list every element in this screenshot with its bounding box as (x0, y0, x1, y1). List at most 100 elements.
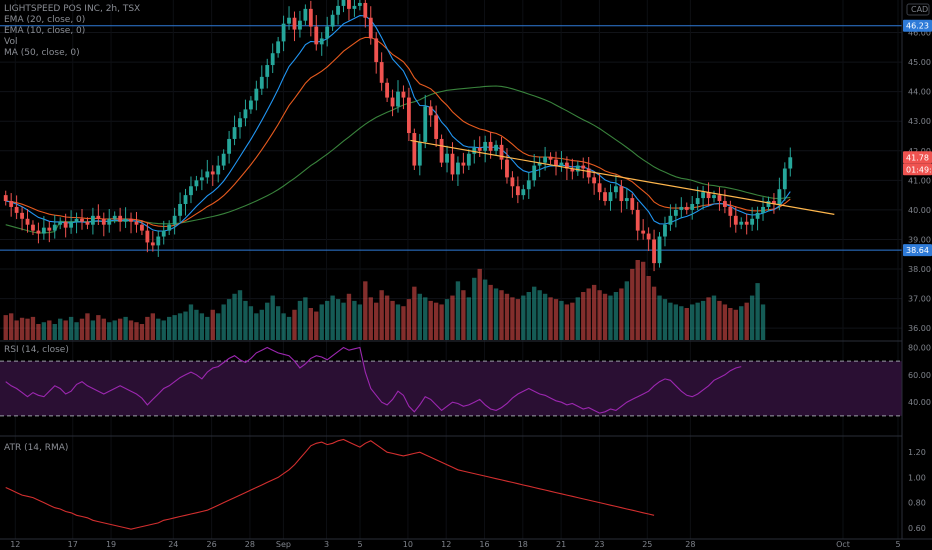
candle-body (265, 65, 270, 77)
candle-body (118, 215, 123, 222)
volume-bar (423, 297, 428, 340)
candle-body (772, 201, 776, 204)
trendline[interactable] (410, 139, 835, 215)
volume-bar (232, 293, 237, 340)
volume-bar (433, 302, 439, 340)
volume-bar (428, 300, 433, 340)
legend-ema20[interactable]: EMA (20, close, 0) (4, 15, 86, 25)
price-tick-label: 46.00 (908, 29, 931, 38)
candle-body (701, 192, 706, 199)
price-tags: 46.23 38.64 41.78 01:49:02 (903, 19, 932, 257)
candle-body (140, 224, 144, 231)
indicator-lines (5, 346, 742, 530)
volume-bar (183, 311, 188, 340)
volume-bar (760, 304, 766, 340)
volume-bar (630, 268, 635, 340)
legend-ma50[interactable]: MA (50, close, 0) (4, 48, 80, 58)
candle-body (112, 215, 117, 219)
candle-body (379, 62, 384, 83)
legend-vol[interactable]: Vol (4, 37, 18, 47)
volume-bar (635, 260, 640, 340)
time-tick-label: 25 (642, 540, 652, 549)
atr-legend[interactable]: ATR (14, RMA) (4, 443, 68, 454)
volume-bar (281, 313, 286, 340)
candle-body (521, 189, 526, 196)
time-tick-label: 10 (403, 540, 413, 549)
price-tick-label: 44.00 (908, 88, 931, 97)
candle-body (347, 0, 351, 9)
volume-bar (548, 297, 553, 340)
volume-bar (559, 300, 564, 340)
legend-ema10[interactable]: EMA (10, close, 0) (4, 26, 86, 36)
candle-body (352, 5, 357, 9)
volume-bar (624, 281, 630, 340)
time-tick-label: 23 (594, 540, 604, 549)
volume-bar (150, 313, 156, 340)
candle-body (20, 212, 24, 219)
price-tick-label: 43.00 (908, 117, 931, 126)
volume-bar (395, 304, 401, 340)
horizontal-levels[interactable] (0, 25, 902, 251)
volume-bar (156, 318, 161, 340)
candle-body (564, 162, 569, 169)
candle-body (90, 215, 95, 225)
volume-bar (134, 322, 139, 340)
volume-bar (259, 309, 264, 340)
candle-body (58, 221, 63, 225)
volume-bar (314, 311, 319, 340)
volume-bar (101, 318, 106, 340)
candle-body (150, 242, 155, 246)
rsi-legend[interactable]: RSI (14, close) (4, 345, 69, 356)
candle-body (728, 206, 733, 216)
price-tick-label: 42.00 (908, 147, 931, 156)
volume-bar (41, 322, 47, 340)
volume-bar (308, 308, 314, 340)
candle-body (548, 156, 553, 160)
candle-body (646, 233, 651, 240)
candle-body (543, 156, 548, 163)
volume-bar (461, 290, 466, 340)
volume-bar (330, 295, 335, 340)
candle-body (586, 168, 591, 178)
volume-bar (668, 302, 673, 340)
candle-body (401, 91, 406, 98)
candle-body (450, 153, 455, 175)
candle-body (216, 165, 221, 175)
countdown-tag-bg (903, 163, 932, 176)
rsi-legend-label: RSI (14, close) (4, 345, 69, 355)
candle-body (199, 177, 204, 181)
candle-body (259, 76, 264, 89)
countdown-tag: 01:49:02 (906, 165, 932, 174)
volume-bar (3, 315, 8, 340)
candle-body (205, 171, 210, 178)
rsi-tick-label: 40.00 (908, 398, 931, 407)
volume-bar (608, 295, 613, 340)
time-tick-label: Sep (276, 540, 291, 549)
candle-body (167, 224, 172, 231)
candle-body (477, 147, 482, 151)
candle-body (619, 186, 624, 202)
candle-body (439, 138, 444, 163)
candle-body (238, 118, 242, 128)
candle-body (712, 195, 716, 199)
price-tick-label: 38.00 (908, 265, 931, 274)
support-tag-bg (903, 244, 932, 257)
resistance-tag-bg (903, 19, 932, 32)
currency-label: CAD (911, 5, 928, 14)
price-tick-label: 41.00 (908, 176, 931, 185)
candle-body (107, 218, 112, 225)
candle-body (36, 230, 41, 234)
volume-bar (526, 292, 531, 340)
volume-bar (19, 317, 25, 340)
volume-bar (352, 300, 357, 340)
candle-body (761, 206, 765, 213)
candle-body (63, 221, 68, 228)
candle-body (423, 106, 428, 142)
volume-bar (521, 295, 526, 340)
volume-bar (368, 297, 373, 340)
candle-body (314, 26, 319, 45)
volume-bar (117, 318, 123, 340)
volume-bar (744, 302, 749, 340)
volume-bar (515, 299, 521, 340)
